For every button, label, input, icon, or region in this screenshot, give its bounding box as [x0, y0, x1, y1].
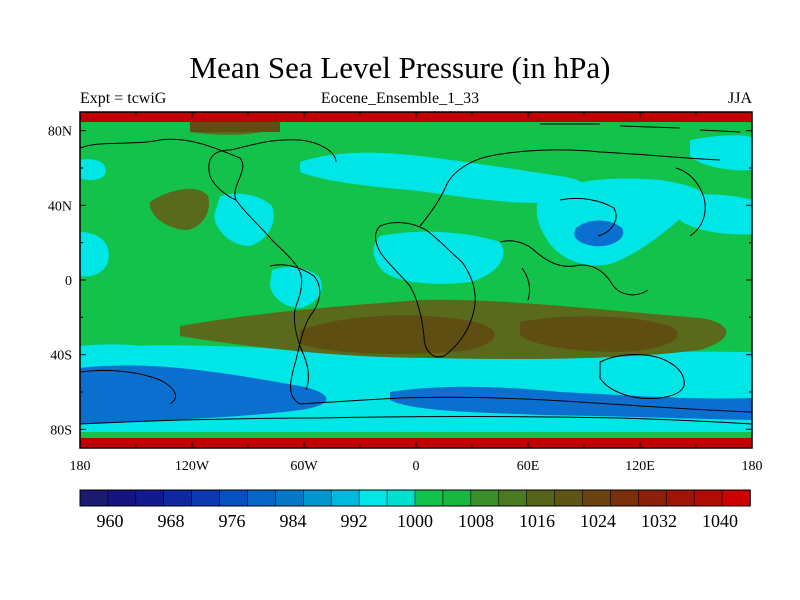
colorbar: 960 968 976 984 992 1000 1008 1016 1024 1032 1040: [79, 489, 751, 531]
colorbar-label: 1040: [702, 511, 738, 531]
colorbar-swatch: [219, 489, 249, 507]
cyan-southwest-pacific: [80, 344, 180, 366]
lon-tick-label: 60E: [517, 459, 540, 474]
lat-tick-label: 40S: [50, 349, 72, 364]
colorbar-label: 1024: [580, 511, 616, 531]
colorbar-label: 1008: [458, 511, 494, 531]
colorbar-label: 968: [158, 511, 185, 531]
lat-tick-label: 80N: [48, 125, 72, 140]
colorbar-label: 984: [280, 511, 307, 531]
asia-monsoon-low: [574, 220, 624, 247]
coastlines: [80, 123, 752, 425]
colorbar-swatch: [358, 489, 388, 507]
southern-deep-low-2: [390, 386, 752, 423]
colorbar-swatch: [386, 489, 416, 507]
cyan-indian-east: [80, 232, 109, 277]
map-title: Mean Sea Level Pressure (in hPa): [189, 50, 611, 85]
colorbar-swatch: [498, 489, 528, 507]
subtropical-peak-south-2: [520, 316, 678, 352]
colorbar-swatch: [721, 489, 751, 507]
cyan-north-america: [214, 193, 274, 246]
south-pole-green: [80, 432, 752, 438]
colorbar-label: 1032: [641, 511, 677, 531]
colorbar-swatch: [247, 489, 277, 507]
lat-tick-label: 40N: [48, 199, 72, 214]
north-pacific-high: [149, 188, 210, 230]
ensemble-label: Eocene_Ensemble_1_33: [320, 90, 480, 107]
colorbar-swatch: [330, 489, 360, 507]
cyan-mid-ocean: [600, 364, 731, 397]
colorbar-swatch: [163, 489, 193, 507]
colorbar-label: 960: [97, 511, 124, 531]
colorbar-swatch: [610, 489, 640, 507]
colorbar-label: 1016: [519, 511, 555, 531]
cyan-asia-low: [536, 178, 705, 266]
colorbar-swatch: [191, 489, 221, 507]
cyan-midlat-east: [675, 194, 752, 235]
colorbar-label: 1000: [397, 511, 433, 531]
lon-tick-label: 180: [70, 459, 91, 474]
cyan-south-america: [270, 267, 322, 308]
colorbar-label: 992: [341, 511, 368, 531]
north-pole-brown: [190, 122, 280, 132]
axis-ticks: 80N 40N 0 40S 80S 180 120W 60W 0 60E 120E 180: [48, 112, 763, 474]
pressure-field: [80, 112, 752, 448]
colorbar-label: 976: [219, 511, 246, 531]
colorbar-swatch: [582, 489, 612, 507]
season-label: JJA: [727, 90, 752, 107]
southern-deep-low: [80, 365, 327, 424]
colorbar-swatch: [303, 489, 333, 507]
colorbar-swatch: [554, 489, 584, 507]
colorbar-frame: [79, 489, 751, 507]
cyan-arctic-edge: [690, 135, 752, 171]
lon-tick-label: 180: [742, 459, 763, 474]
lon-tick-label: 60W: [290, 459, 318, 474]
cyan-pacific-west: [80, 159, 106, 180]
colorbar-swatch: [79, 489, 109, 507]
colorbar-swatch: [414, 489, 444, 507]
lat-tick-label: 0: [65, 274, 72, 289]
colorbar-swatch: [638, 489, 668, 507]
lon-tick-label: 0: [413, 459, 420, 474]
lon-tick-label: 120W: [175, 459, 210, 474]
lon-tick-label: 120E: [625, 459, 655, 474]
colorbar-swatch: [135, 489, 165, 507]
colorbar-swatch: [693, 489, 723, 507]
colorbar-swatch: [442, 489, 472, 507]
cyan-north-atlantic: [300, 152, 587, 203]
colorbar-swatch: [107, 489, 137, 507]
colorbar-swatch: [526, 489, 556, 507]
lat-tick-label: 80S: [50, 423, 72, 438]
cyan-equatorial-africa: [373, 231, 504, 284]
colorbar-swatch: [470, 489, 500, 507]
subtropical-peak-south-1: [300, 315, 495, 354]
colorbar-swatch: [665, 489, 695, 507]
experiment-label: Expt = tcwiG: [80, 90, 167, 107]
colorbar-swatch: [275, 489, 305, 507]
